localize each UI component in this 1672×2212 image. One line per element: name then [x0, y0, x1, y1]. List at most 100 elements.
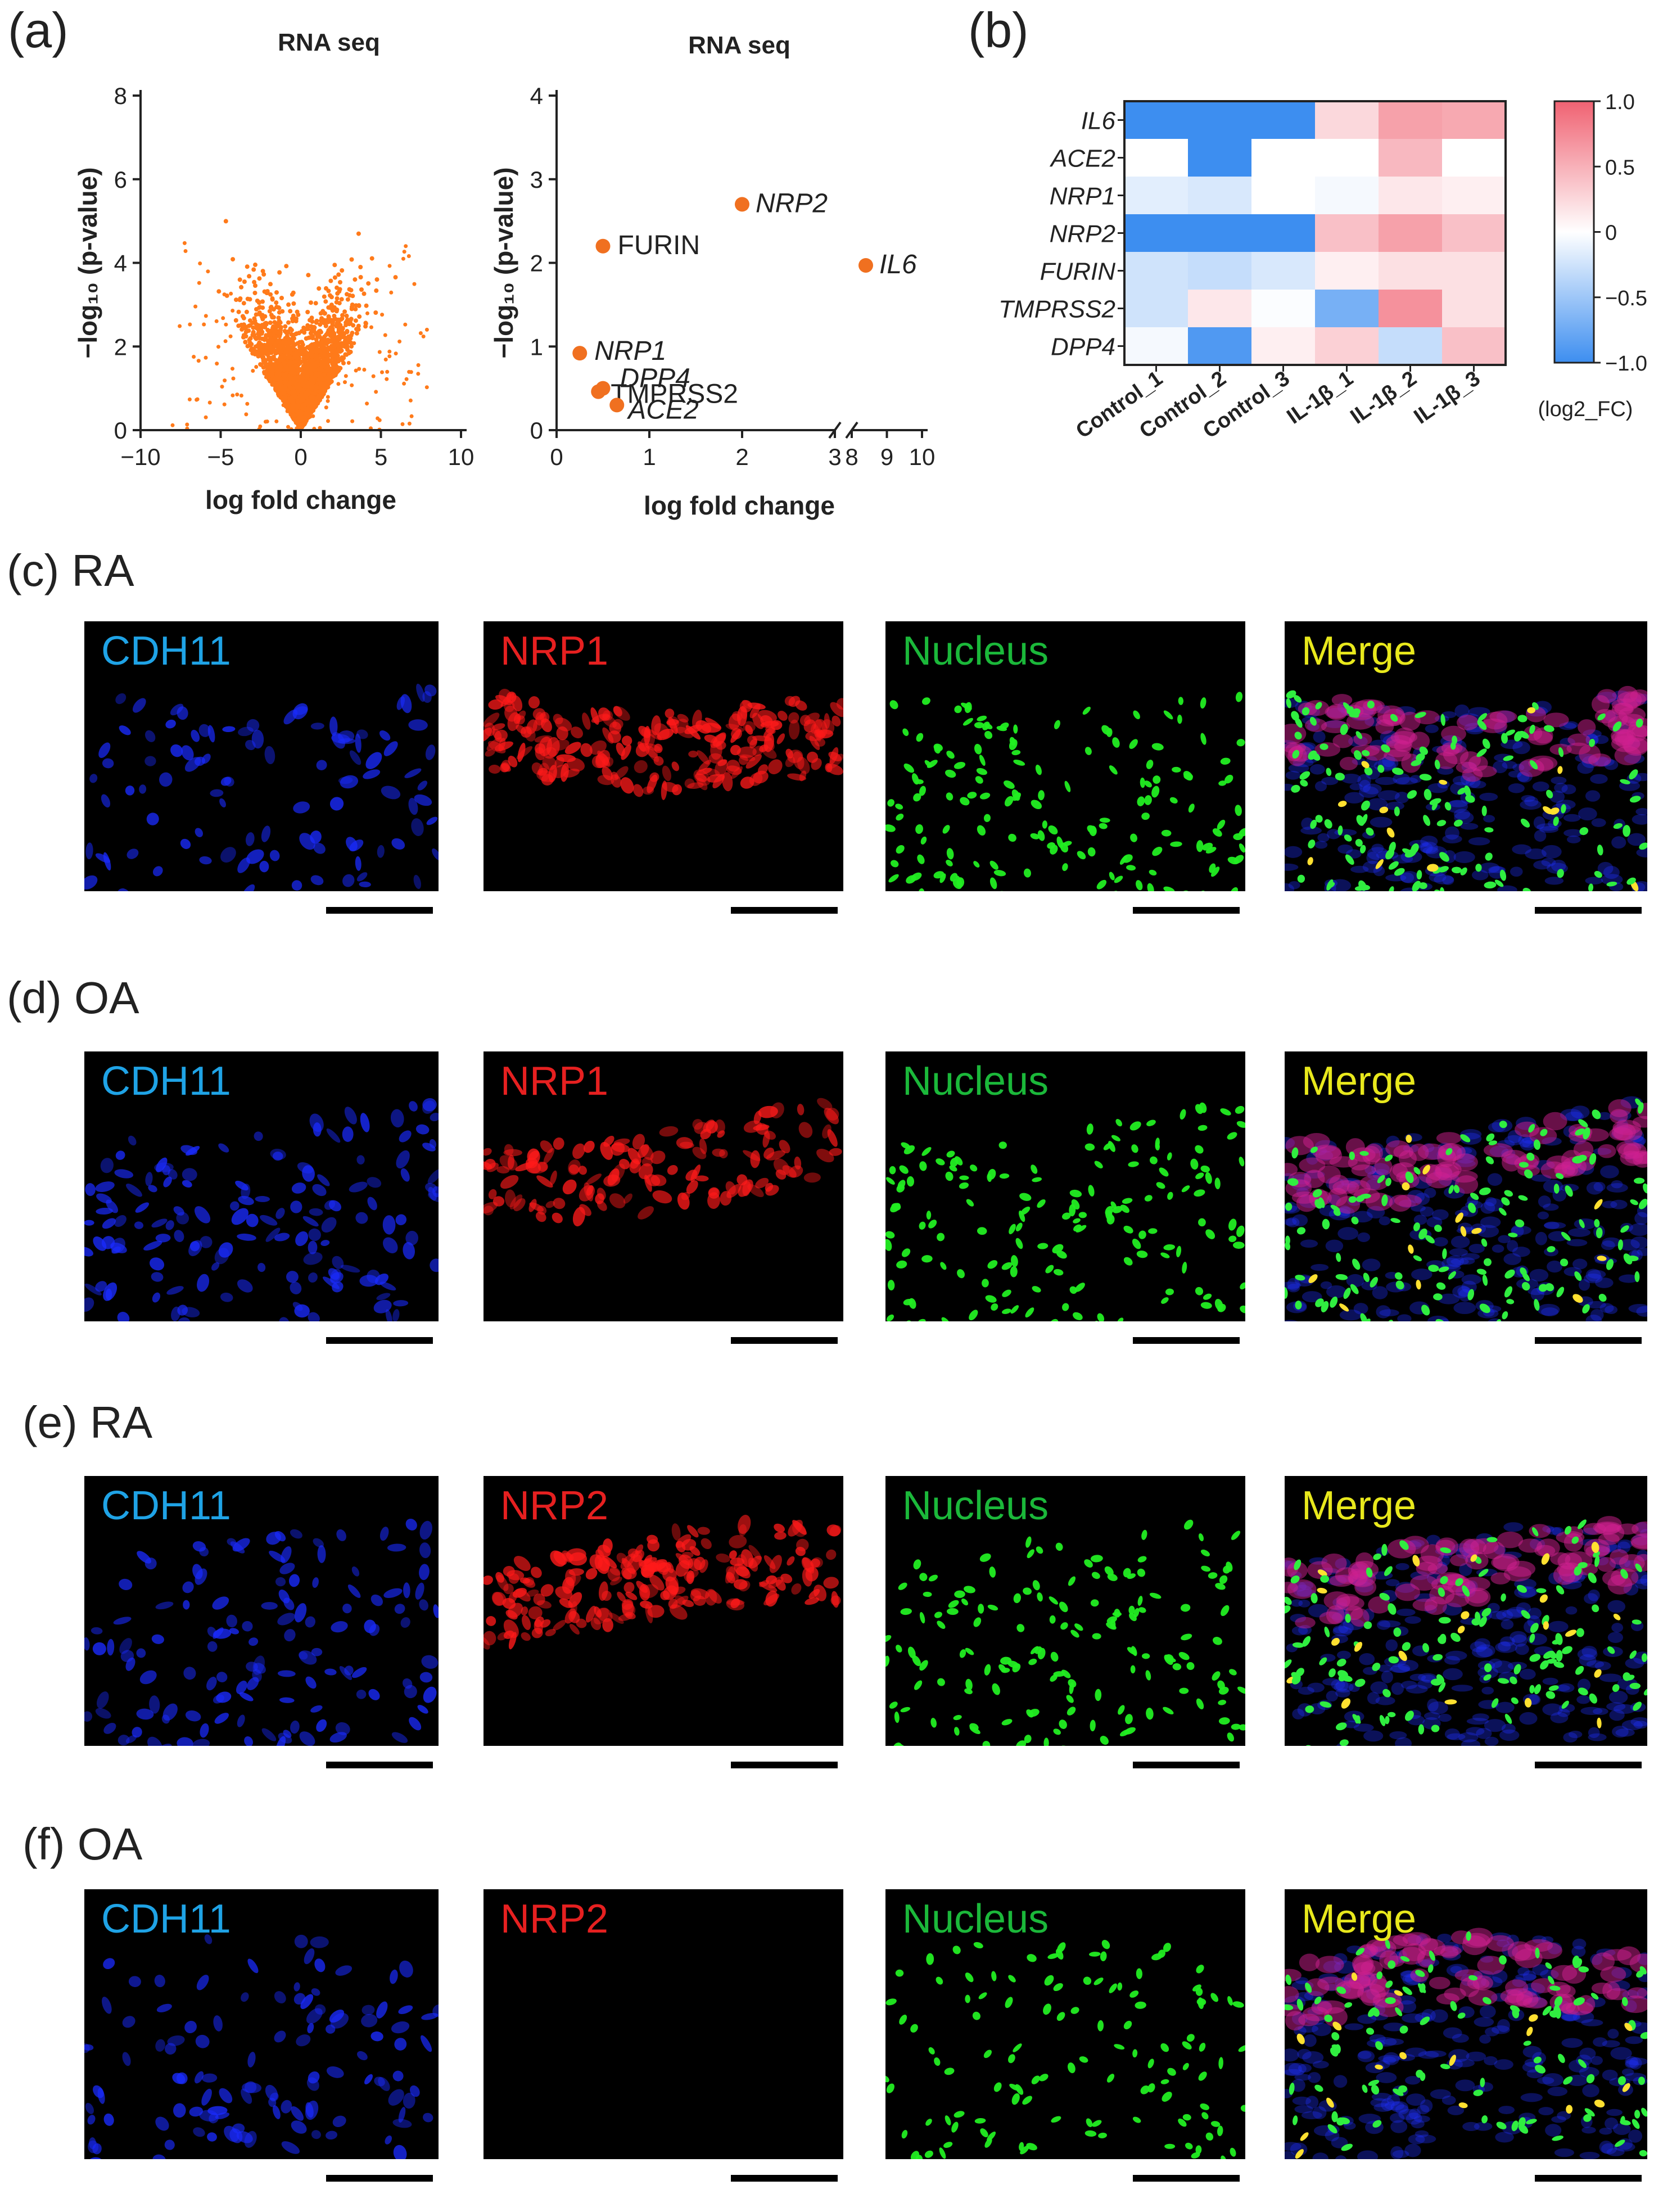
nucleus	[1326, 768, 1332, 777]
cell	[1045, 1265, 1054, 1274]
cell	[1374, 1157, 1393, 1176]
data-point	[400, 422, 405, 426]
data-point	[282, 395, 287, 400]
nucleus	[1337, 801, 1347, 807]
data-point	[274, 372, 279, 377]
cell	[697, 750, 710, 765]
data-point	[254, 336, 259, 341]
cell	[219, 798, 226, 807]
cell	[198, 724, 211, 737]
data-point	[314, 337, 319, 342]
nucleus	[1504, 1269, 1515, 1279]
data-point	[204, 415, 208, 419]
nucleus	[1520, 1267, 1527, 1276]
cell	[1084, 747, 1092, 755]
heatmap-cell	[1379, 252, 1443, 290]
cell	[328, 1200, 342, 1212]
cell	[119, 1578, 133, 1590]
cell	[937, 1233, 945, 1242]
cell	[1214, 1177, 1221, 1190]
cell	[1492, 1244, 1504, 1253]
cell	[1476, 1225, 1499, 1238]
cell	[96, 1207, 113, 1215]
cell	[590, 740, 607, 755]
cell	[1321, 777, 1339, 786]
cell	[896, 813, 904, 821]
cell	[1082, 706, 1091, 715]
cell	[1328, 1175, 1350, 1195]
heatmap-row-label: NRP1	[1050, 183, 1115, 210]
cell	[125, 786, 135, 796]
cell	[1420, 1206, 1434, 1217]
cell	[382, 1215, 396, 1235]
data-point	[290, 409, 295, 414]
cell	[147, 1736, 162, 1746]
cell	[1320, 1281, 1332, 1289]
cell	[651, 715, 661, 735]
cell	[584, 1140, 595, 1153]
cell	[238, 1195, 254, 1206]
cell	[1013, 759, 1025, 766]
data-point	[297, 418, 302, 423]
cell	[762, 1131, 770, 1148]
heatmap-row-label: NRP2	[1050, 220, 1115, 248]
cell	[488, 699, 504, 710]
cell	[1031, 1164, 1038, 1174]
cell	[814, 738, 826, 747]
cell	[1155, 1142, 1160, 1151]
nucleus	[1384, 1154, 1393, 1162]
data-point	[353, 318, 358, 323]
cell	[1133, 710, 1140, 720]
data-point	[316, 333, 321, 338]
nucleus	[1499, 869, 1507, 881]
cell	[183, 1667, 196, 1680]
cell	[1586, 1181, 1603, 1195]
data-point	[264, 364, 269, 369]
data-point	[325, 354, 329, 359]
data-point	[270, 356, 275, 361]
cell	[797, 1104, 805, 1116]
cell	[400, 1168, 410, 1182]
cell	[189, 1241, 200, 1252]
cell	[332, 1256, 344, 1269]
cell	[1518, 1134, 1532, 1148]
cell	[483, 1202, 498, 1214]
x-axis-label: log fold change	[205, 485, 396, 514]
data-point	[347, 287, 352, 292]
cell	[1502, 761, 1517, 769]
data-point	[245, 401, 250, 406]
cell	[1536, 823, 1559, 831]
nucleus	[1606, 1259, 1614, 1270]
data-point	[284, 264, 289, 269]
heatmap-cell	[1442, 139, 1506, 177]
nucleus	[1434, 760, 1440, 770]
heatmap-cell	[1251, 252, 1316, 290]
nucleus	[1444, 802, 1452, 811]
cell	[145, 730, 156, 742]
scale-bar	[326, 1337, 433, 1344]
data-point	[284, 349, 289, 354]
data-point	[238, 296, 243, 301]
data-point	[331, 362, 336, 367]
cell	[1619, 1274, 1639, 1283]
data-point	[323, 346, 328, 351]
cell	[484, 723, 495, 737]
nucleus	[1504, 1190, 1513, 1197]
cell	[491, 723, 505, 730]
data-point	[338, 323, 343, 328]
data-point	[239, 394, 243, 398]
nucleus	[1448, 1271, 1456, 1280]
cell	[1419, 841, 1438, 854]
cell	[580, 743, 593, 757]
cell	[105, 1288, 112, 1301]
cell	[742, 1181, 751, 1197]
cell	[974, 743, 982, 755]
nucleus	[1355, 731, 1363, 739]
cell	[212, 1596, 229, 1610]
data-point	[361, 291, 367, 296]
cell	[553, 1137, 564, 1150]
channel-label-cdh11: CDH11	[101, 629, 231, 674]
cell	[486, 1162, 499, 1172]
cell	[1069, 1204, 1076, 1217]
cell	[1359, 779, 1371, 793]
